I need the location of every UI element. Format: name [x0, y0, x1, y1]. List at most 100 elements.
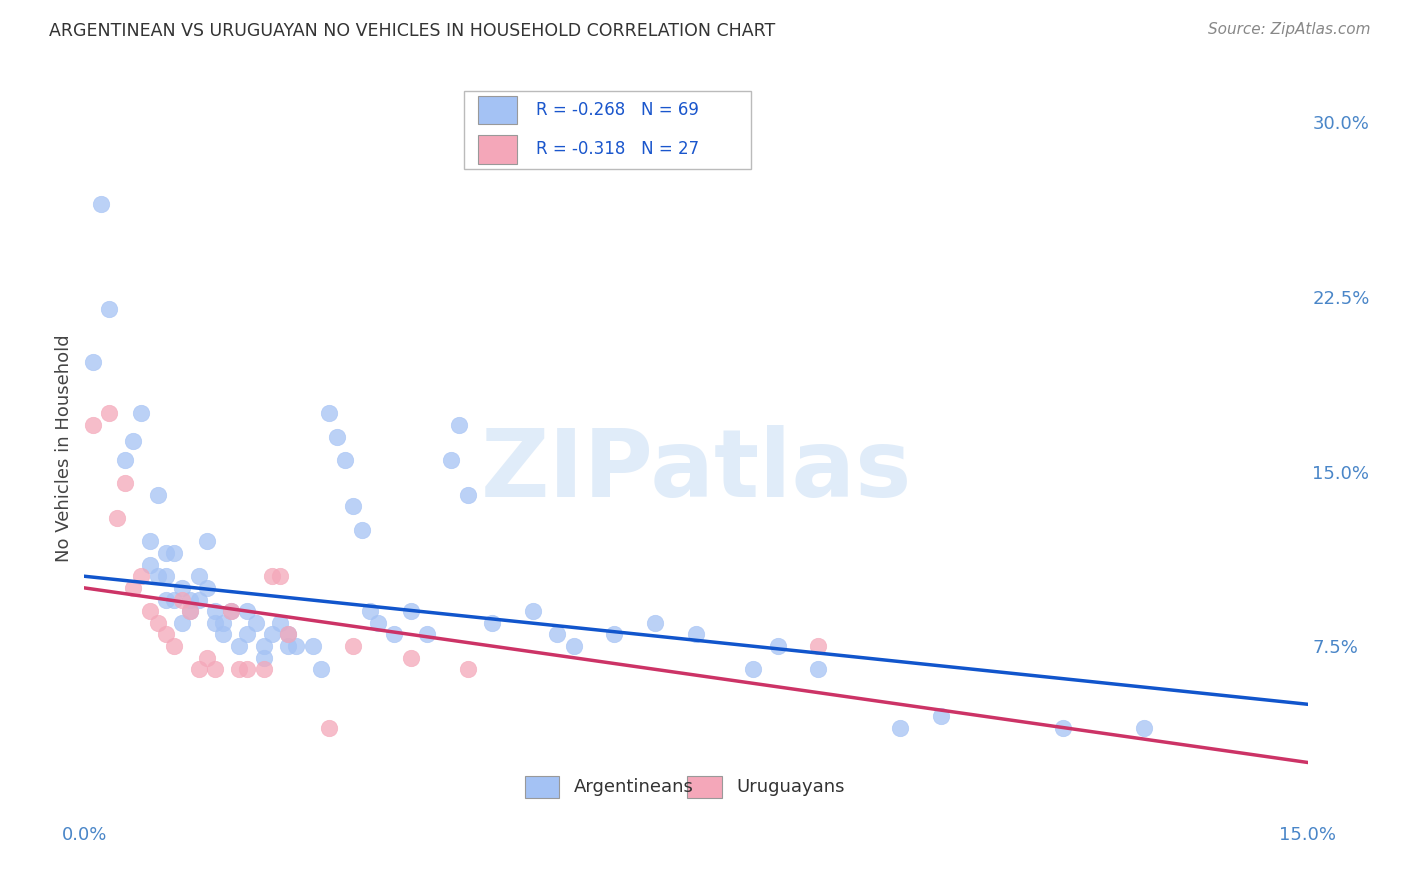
Point: [146, 615, 169, 630]
Point: [187, 592, 209, 607]
Point: [685, 627, 707, 641]
Point: [172, 615, 194, 630]
Text: Uruguayans: Uruguayans: [737, 778, 845, 797]
Point: [318, 721, 340, 735]
Point: [399, 650, 422, 665]
Point: [269, 615, 291, 630]
Point: [546, 627, 568, 641]
Point: [163, 546, 186, 560]
Point: [277, 639, 299, 653]
Point: [195, 650, 218, 665]
Point: [318, 406, 340, 420]
Point: [138, 558, 160, 572]
Point: [440, 453, 463, 467]
Point: [82, 417, 104, 432]
Point: [457, 662, 479, 676]
Point: [187, 569, 209, 583]
Point: [342, 639, 364, 653]
Point: [457, 488, 479, 502]
Point: [350, 523, 373, 537]
Point: [644, 615, 666, 630]
Point: [359, 604, 381, 618]
Point: [122, 434, 145, 449]
Point: [187, 662, 209, 676]
Point: [301, 639, 323, 653]
Point: [212, 615, 235, 630]
Point: [269, 569, 291, 583]
Text: R = -0.318   N = 27: R = -0.318 N = 27: [536, 140, 699, 159]
Text: ZIPatlas: ZIPatlas: [481, 425, 911, 516]
Point: [155, 546, 177, 560]
Point: [929, 709, 952, 723]
Point: [335, 453, 357, 467]
Point: [889, 721, 911, 735]
Point: [155, 627, 177, 641]
Point: [260, 569, 283, 583]
Point: [1133, 721, 1156, 735]
Point: [481, 615, 503, 630]
Point: [219, 604, 242, 618]
Point: [245, 615, 267, 630]
Point: [131, 406, 153, 420]
Point: [236, 662, 259, 676]
Point: [399, 604, 422, 618]
Point: [179, 604, 201, 618]
Point: [285, 639, 308, 653]
Point: [114, 453, 136, 467]
Point: [766, 639, 789, 653]
Point: [138, 534, 160, 549]
Point: [163, 592, 186, 607]
Point: [179, 592, 201, 607]
Point: [309, 662, 332, 676]
Point: [204, 604, 226, 618]
Point: [204, 662, 226, 676]
Point: [172, 592, 194, 607]
Point: [146, 569, 169, 583]
Point: [138, 604, 160, 618]
Text: ARGENTINEAN VS URUGUAYAN NO VEHICLES IN HOUSEHOLD CORRELATION CHART: ARGENTINEAN VS URUGUAYAN NO VEHICLES IN …: [49, 22, 776, 40]
Point: [449, 417, 471, 432]
FancyBboxPatch shape: [478, 96, 517, 124]
Text: Argentineans: Argentineans: [574, 778, 693, 797]
Point: [253, 650, 276, 665]
Point: [522, 604, 544, 618]
Point: [277, 627, 299, 641]
Text: R = -0.268   N = 69: R = -0.268 N = 69: [536, 102, 699, 120]
FancyBboxPatch shape: [464, 91, 751, 169]
Point: [807, 662, 830, 676]
Point: [236, 604, 259, 618]
Point: [155, 569, 177, 583]
Point: [236, 627, 259, 641]
FancyBboxPatch shape: [688, 776, 721, 798]
Point: [1052, 721, 1074, 735]
Point: [807, 639, 830, 653]
Point: [195, 581, 218, 595]
Point: [179, 604, 201, 618]
FancyBboxPatch shape: [478, 136, 517, 163]
Point: [342, 500, 364, 514]
Point: [219, 604, 242, 618]
Point: [122, 581, 145, 595]
Point: [253, 662, 276, 676]
Point: [603, 627, 626, 641]
Point: [105, 511, 128, 525]
Point: [204, 615, 226, 630]
Point: [277, 627, 299, 641]
Point: [163, 639, 186, 653]
Point: [131, 569, 153, 583]
Point: [82, 355, 104, 369]
Point: [562, 639, 585, 653]
Point: [228, 662, 250, 676]
Point: [416, 627, 439, 641]
Point: [382, 627, 405, 641]
Point: [172, 581, 194, 595]
Point: [114, 476, 136, 491]
Y-axis label: No Vehicles in Household: No Vehicles in Household: [55, 334, 73, 562]
Point: [146, 488, 169, 502]
FancyBboxPatch shape: [524, 776, 560, 798]
Point: [212, 627, 235, 641]
Text: Source: ZipAtlas.com: Source: ZipAtlas.com: [1208, 22, 1371, 37]
Point: [326, 429, 349, 443]
Point: [97, 406, 120, 420]
Point: [97, 301, 120, 316]
